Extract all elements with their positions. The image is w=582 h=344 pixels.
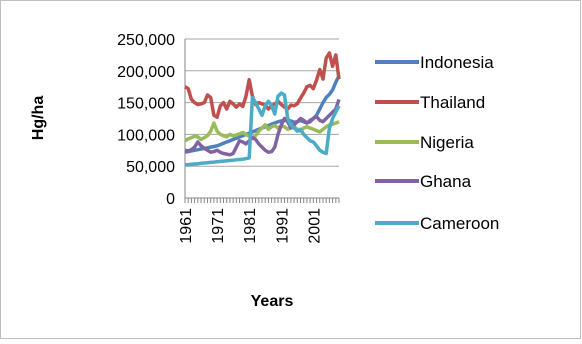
legend-label-indonesia: Indonesia xyxy=(420,53,494,72)
x-tick-label: 1981 xyxy=(242,208,259,244)
series-line-ghana xyxy=(184,98,341,157)
x-tick-label: 1971 xyxy=(210,208,227,244)
x-tick-label: 2001 xyxy=(306,208,323,244)
series-line-cameroon xyxy=(184,91,341,167)
y-tick-label: 100,000 xyxy=(117,127,175,144)
y-tick-label: 250,000 xyxy=(117,32,175,49)
legend-label-ghana: Ghana xyxy=(420,172,472,191)
x-tick-label: 1991 xyxy=(274,208,291,244)
legend-label-cameroon: Cameroon xyxy=(420,214,499,233)
line-chart: 1961 1971 1981 1991 2001 0 50,000 100,000 150,0… xyxy=(30,32,499,310)
x-tick-label: 1961 xyxy=(178,208,195,244)
y-tick-label: 200,000 xyxy=(117,64,175,81)
y-axis-label: Hg/ha xyxy=(30,96,47,141)
series-line-thailand xyxy=(184,51,341,119)
legend: Indonesia Thailand Nigeria Ghana Cameroon xyxy=(375,53,499,233)
series-line-nigeria xyxy=(184,120,340,143)
y-tick-label: 150,000 xyxy=(117,96,175,113)
x-axis-label: Years xyxy=(251,293,294,310)
x-axis: 1961 1971 1981 1991 2001 xyxy=(178,197,340,244)
series-lines xyxy=(184,51,341,167)
legend-label-nigeria: Nigeria xyxy=(420,133,474,152)
legend-label-thailand: Thailand xyxy=(420,93,485,112)
y-axis: 0 50,000 100,000 150,000 200,000 250,000 xyxy=(117,32,186,208)
y-tick-label: 50,000 xyxy=(126,159,175,176)
y-tick-label: 0 xyxy=(166,191,175,208)
